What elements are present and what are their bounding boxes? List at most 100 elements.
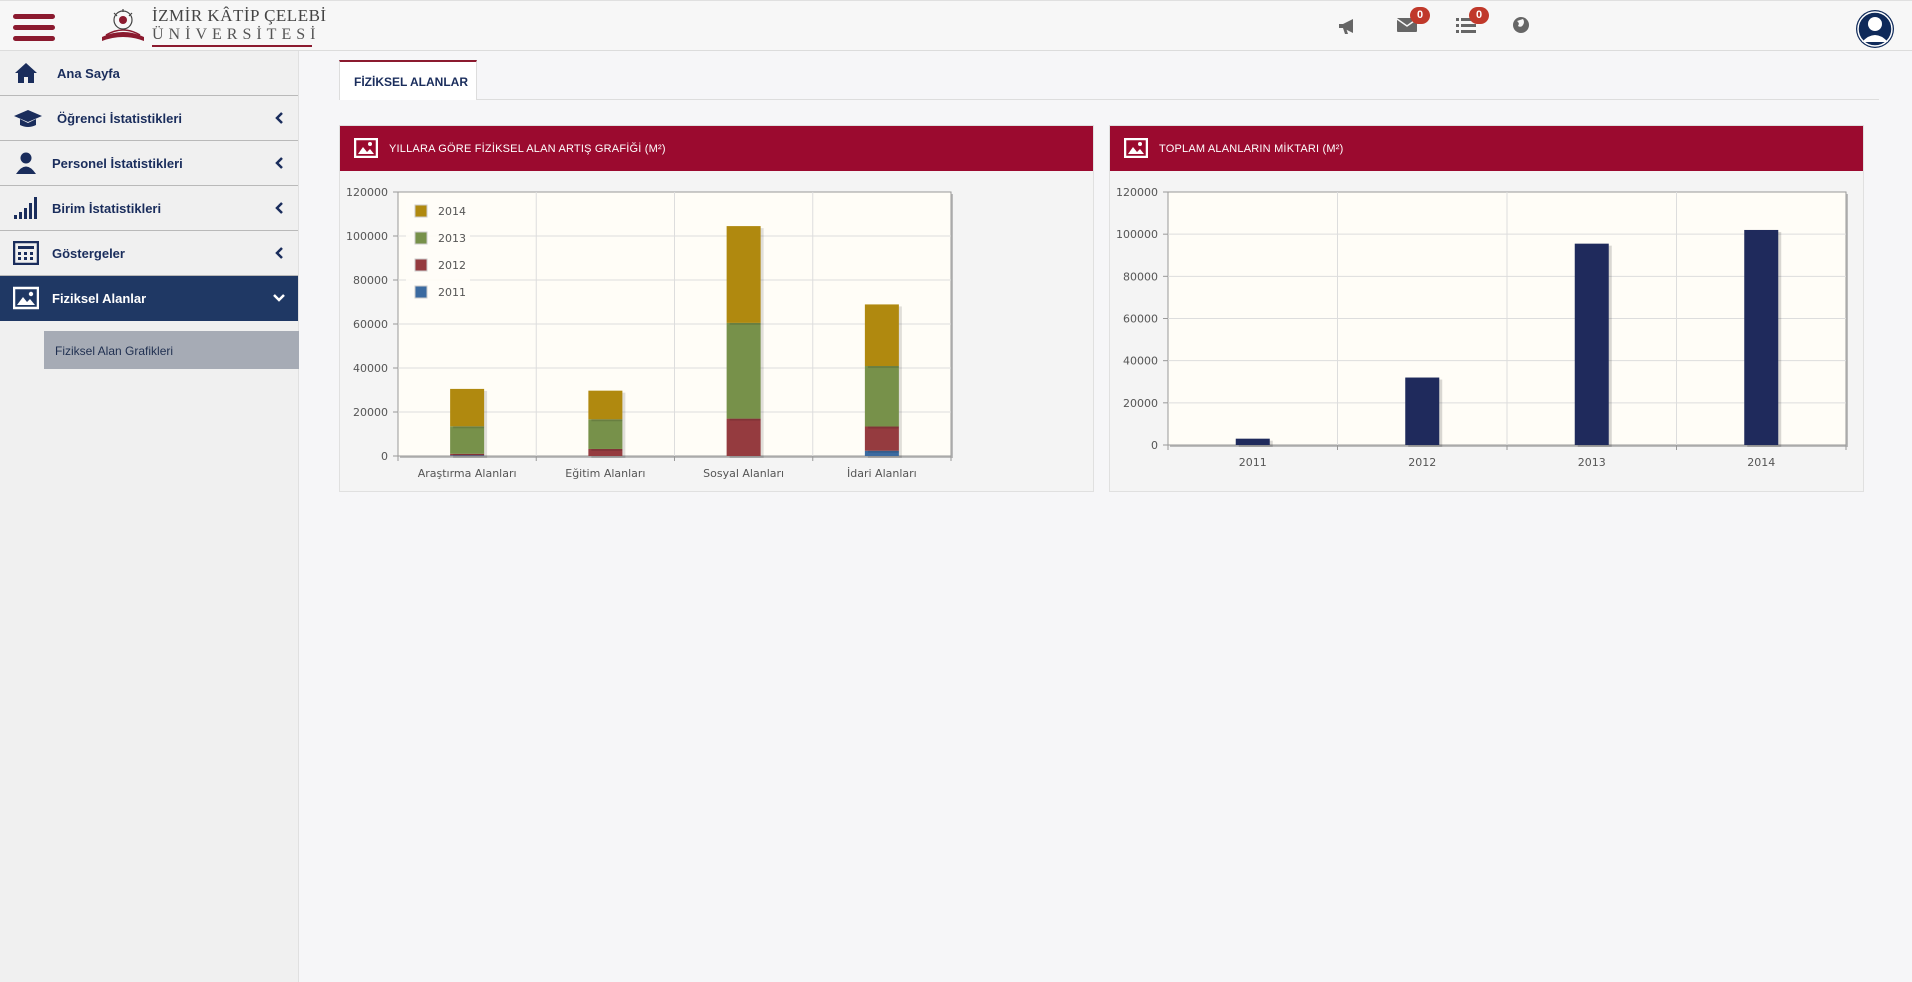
y-tick-label: 40000 xyxy=(1123,355,1158,368)
user-avatar-icon[interactable] xyxy=(1856,10,1894,48)
x-tick-label: 2011 xyxy=(1239,456,1267,469)
bar-segment-2014 xyxy=(450,388,485,427)
bar-segment-2012 xyxy=(726,418,761,456)
chart-panel-yearly-growth: YILLARA GÖRE FİZİKSEL ALAN ARTIŞ GRAFİĞİ… xyxy=(339,125,1094,492)
signal-bars-icon xyxy=(14,197,37,219)
y-tick-label: 80000 xyxy=(1123,270,1158,283)
bar-segment-2013 xyxy=(864,366,899,427)
bar-segment-2013 xyxy=(588,419,623,449)
tab-label: FİZİKSEL ALANLAR xyxy=(354,75,468,89)
legend-label: 2012 xyxy=(438,259,466,272)
legend-label: 2014 xyxy=(438,205,466,218)
messages-badge: 0 xyxy=(1410,7,1430,24)
y-tick-label: 0 xyxy=(1151,439,1158,452)
sidebar-item-physical-areas[interactable]: Fiziksel Alanlar xyxy=(0,276,298,321)
megaphone-icon[interactable] xyxy=(1337,16,1361,38)
sidebar-item-staff-stats[interactable]: Personel İstatistikleri xyxy=(0,141,298,186)
envelope-icon[interactable]: 0 xyxy=(1396,7,1430,38)
y-tick-label: 0 xyxy=(381,450,388,463)
sidebar-item-home[interactable]: Ana Sayfa xyxy=(0,51,298,96)
sidebar-item-label: Birim İstatistikleri xyxy=(52,201,162,216)
university-logo[interactable]: İZMİR KÂTİP ÇELEBİ ÜNİVERSİTESİ xyxy=(98,7,327,47)
top-header: İZMİR KÂTİP ÇELEBİ ÜNİVERSİTESİ 0 0 xyxy=(0,0,1912,51)
bar-segment-2013 xyxy=(450,426,485,454)
bar-chart: 0 20000 40000 60000 80000 100000 120000 2011 201… xyxy=(1116,186,1848,469)
y-tick-label: 100000 xyxy=(1116,228,1158,241)
tab-bar: FİZİKSEL ALANLAR xyxy=(339,60,1879,100)
logo-title: İZMİR KÂTİP ÇELEBİ xyxy=(152,6,327,25)
sidebar-subitem-physical-area-charts[interactable]: Fiziksel Alan Grafikleri xyxy=(44,331,299,369)
y-tick-label: 40000 xyxy=(353,362,388,375)
y-tick-label: 20000 xyxy=(1123,397,1158,410)
graduation-cap-icon xyxy=(14,110,42,127)
bar-2013 xyxy=(1574,243,1609,445)
bar-segment-2012 xyxy=(450,453,485,456)
legend-label: 2013 xyxy=(438,232,466,245)
tasks-badge: 0 xyxy=(1469,7,1489,24)
y-tick-label: 20000 xyxy=(353,406,388,419)
legend-swatch-2011 xyxy=(414,285,428,299)
legend-swatch-2012 xyxy=(414,258,428,272)
bar-segment-2014 xyxy=(864,304,899,367)
list-icon[interactable]: 0 xyxy=(1455,7,1489,38)
bar-2014 xyxy=(1744,229,1779,445)
chevron-left-icon xyxy=(275,157,283,169)
sidebar-item-label: Ana Sayfa xyxy=(57,66,120,81)
stacked-bar-chart: 0 20000 40000 60000 80000 100000 120000 Araştır… xyxy=(346,186,953,480)
sidebar-subitem-label: Fiziksel Alan Grafikleri xyxy=(55,344,174,358)
sidebar-item-label: Personel İstatistikleri xyxy=(52,156,183,171)
home-icon xyxy=(15,63,37,83)
bar-2012 xyxy=(1405,377,1440,445)
sidebar: Ana Sayfa Öğrenci İstatistikleri Persone… xyxy=(0,51,299,982)
globe-icon[interactable] xyxy=(1512,16,1536,38)
panel-title: YILLARA GÖRE FİZİKSEL ALAN ARTIŞ GRAFİĞİ… xyxy=(389,143,666,155)
user-icon xyxy=(16,152,36,174)
x-tick-label: Araştırma Alanları xyxy=(418,467,517,480)
chevron-left-icon xyxy=(275,202,283,214)
sidebar-item-student-stats[interactable]: Öğrenci İstatistikleri xyxy=(0,96,298,141)
bar-shadow xyxy=(453,455,488,458)
bar-segment-2014 xyxy=(588,390,623,420)
logo-underline xyxy=(152,45,312,47)
bar-segment-2013 xyxy=(726,322,761,419)
bar-segment-2014 xyxy=(726,226,761,323)
tab-physical-areas[interactable]: FİZİKSEL ALANLAR xyxy=(339,60,477,100)
bar-segment-2011 xyxy=(864,450,899,456)
legend-swatch-2014 xyxy=(414,204,428,218)
picture-icon xyxy=(1124,138,1148,158)
sidebar-item-label: Öğrenci İstatistikleri xyxy=(57,111,182,126)
sidebar-item-indicators[interactable]: Göstergeler xyxy=(0,231,298,276)
y-tick-label: 80000 xyxy=(353,274,388,287)
bar-segment-2011 xyxy=(450,455,485,456)
logo-subtitle: ÜNİVERSİTESİ xyxy=(152,26,321,43)
calculator-icon xyxy=(13,241,39,265)
x-tick-label: 2014 xyxy=(1747,456,1775,469)
x-tick-label: Eğitim Alanları xyxy=(565,467,645,480)
legend-swatch-2013 xyxy=(414,231,428,245)
legend-label: 2011 xyxy=(438,286,466,299)
panel-title: TOPLAM ALANLARIN MİKTARI (M²) xyxy=(1159,143,1344,155)
panel-header: YILLARA GÖRE FİZİKSEL ALAN ARTIŞ GRAFİĞİ… xyxy=(340,126,1093,171)
x-tick-label: 2013 xyxy=(1578,456,1606,469)
y-tick-label: 120000 xyxy=(346,186,388,199)
sidebar-item-label: Göstergeler xyxy=(52,246,125,261)
y-tick-label: 60000 xyxy=(1123,313,1158,326)
bar-segment-2012 xyxy=(864,426,899,451)
y-tick-label: 120000 xyxy=(1116,186,1158,199)
chevron-down-icon xyxy=(273,294,285,302)
x-tick-label: 2012 xyxy=(1408,456,1436,469)
chevron-left-icon xyxy=(275,247,283,259)
bar-shadow xyxy=(453,457,488,458)
chart-panel-total-areas: TOPLAM ALANLARIN MİKTARI (M²) 0 20000 4000… xyxy=(1109,125,1864,492)
chevron-left-icon xyxy=(275,112,283,124)
picture-icon xyxy=(13,286,39,310)
bar-segment-2012 xyxy=(588,448,623,456)
x-tick-label: Sosyal Alanları xyxy=(703,467,784,480)
y-tick-label: 60000 xyxy=(353,318,388,331)
sidebar-item-unit-stats[interactable]: Birim İstatistikleri xyxy=(0,186,298,231)
sidebar-item-label: Fiziksel Alanlar xyxy=(52,291,147,306)
chart-legend: 2014 2013 2012 2011 xyxy=(406,198,470,310)
picture-icon xyxy=(354,138,378,158)
university-seal-icon xyxy=(102,9,144,41)
hamburger-menu-icon[interactable] xyxy=(13,14,55,42)
